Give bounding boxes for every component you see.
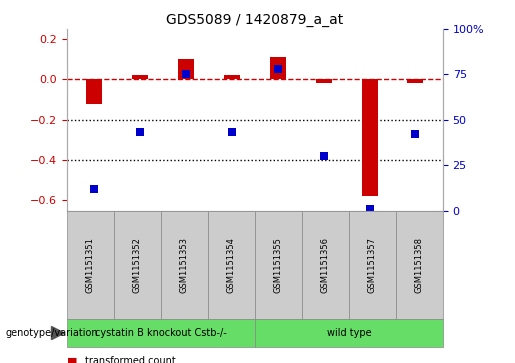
Bar — [270, 57, 286, 79]
Text: GSM1151353: GSM1151353 — [180, 237, 189, 293]
Text: GSM1151355: GSM1151355 — [274, 237, 283, 293]
Text: wild type: wild type — [327, 328, 371, 338]
Text: transformed count: transformed count — [85, 356, 176, 363]
Text: GSM1151352: GSM1151352 — [133, 237, 142, 293]
Text: GSM1151357: GSM1151357 — [368, 237, 377, 293]
Text: GSM1151358: GSM1151358 — [415, 237, 424, 293]
Text: cystatin B knockout Cstb-/-: cystatin B knockout Cstb-/- — [95, 328, 227, 338]
Text: ■: ■ — [67, 356, 77, 363]
Bar — [316, 79, 332, 83]
Bar — [224, 76, 240, 79]
Text: genotype/variation: genotype/variation — [5, 328, 98, 338]
Bar — [132, 76, 148, 79]
Text: GSM1151356: GSM1151356 — [321, 237, 330, 293]
Bar — [87, 79, 102, 104]
Bar — [362, 79, 377, 196]
Text: GSM1151351: GSM1151351 — [86, 237, 95, 293]
Bar — [407, 79, 423, 83]
Bar — [178, 59, 194, 79]
Title: GDS5089 / 1420879_a_at: GDS5089 / 1420879_a_at — [166, 13, 344, 26]
Text: GSM1151354: GSM1151354 — [227, 237, 236, 293]
